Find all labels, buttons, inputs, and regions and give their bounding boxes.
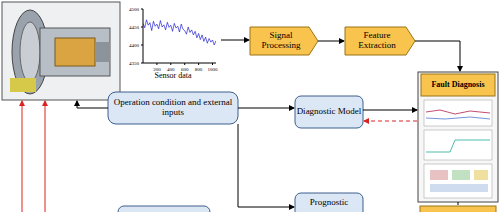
html-text:Diagnostic Model: Diagnostic Model (296, 106, 362, 116)
svg-text:4500: 4500 (129, 7, 140, 12)
svg-text:4350: 4350 (129, 61, 140, 66)
svg-text:200: 200 (153, 67, 161, 72)
html-text:Sensor data: Sensor data (154, 71, 192, 81)
svg-text:400: 400 (167, 67, 175, 72)
svg-text:800: 800 (195, 67, 203, 72)
svg-text:600: 600 (181, 67, 189, 72)
svg-text:1000: 1000 (208, 67, 219, 72)
svg-text:4450: 4450 (129, 25, 140, 30)
svg-text:4400: 4400 (129, 43, 140, 48)
html-text:Signal Processing: Signal Processing (261, 30, 301, 50)
html-text:Prognostic: Prognostic (309, 196, 349, 207)
html-text:Fault Diagnosis: Fault Diagnosis (431, 79, 485, 89)
html-text:Operation condition and extern: Operation condition and external inputs (113, 97, 233, 117)
html-text:Feature Extraction: Feature Extraction (358, 30, 396, 50)
